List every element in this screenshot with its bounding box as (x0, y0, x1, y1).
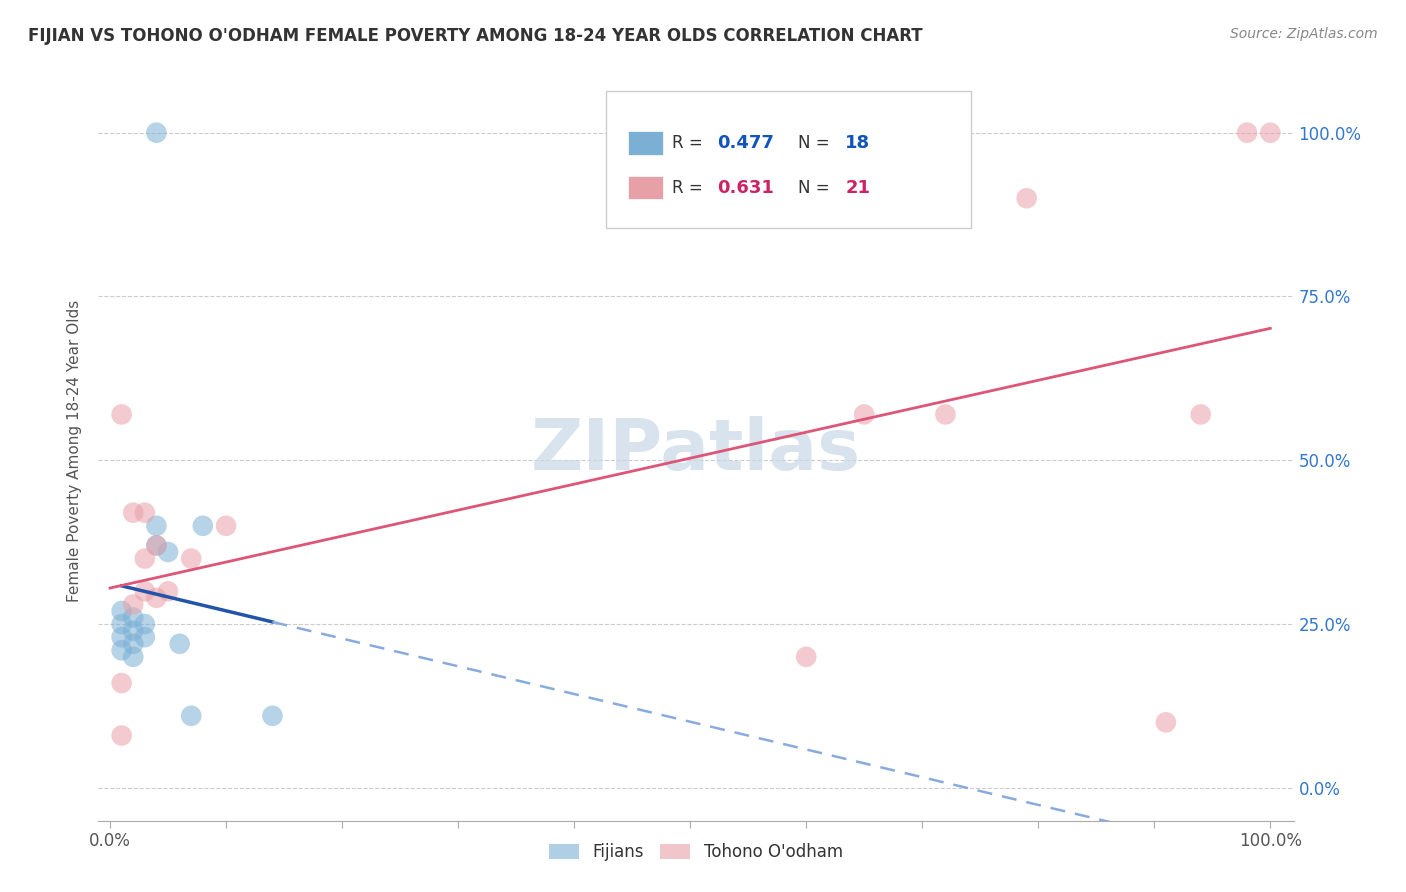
FancyBboxPatch shape (628, 176, 662, 200)
Point (122, 598, 145, 612)
Point (134, 506, 156, 520)
Text: 0.631: 0.631 (717, 178, 775, 196)
Legend: Fijians, Tohono O'odham: Fijians, Tohono O'odham (543, 837, 849, 868)
Point (111, 604, 134, 618)
Point (134, 551, 156, 566)
Text: 21: 21 (845, 178, 870, 196)
Point (122, 649, 145, 664)
FancyBboxPatch shape (606, 91, 972, 228)
Text: 0.477: 0.477 (717, 134, 775, 153)
Point (157, 584, 180, 599)
Text: R =: R = (672, 134, 709, 153)
Point (111, 630, 134, 644)
Point (122, 637, 145, 651)
FancyBboxPatch shape (628, 131, 662, 155)
Point (191, 518, 214, 533)
Text: R =: R = (672, 178, 709, 196)
Text: FIJIAN VS TOHONO O'ODHAM FEMALE POVERTY AMONG 18-24 YEAR OLDS CORRELATION CHART: FIJIAN VS TOHONO O'ODHAM FEMALE POVERTY … (28, 27, 922, 45)
Point (122, 610, 145, 624)
Point (180, 551, 202, 566)
Point (145, 518, 167, 533)
Point (145, 539, 167, 553)
Text: Source: ZipAtlas.com: Source: ZipAtlas.com (1230, 27, 1378, 41)
Point (145, 126, 167, 140)
Point (145, 539, 167, 553)
Text: N =: N = (797, 178, 834, 196)
Point (1236, 126, 1258, 140)
Point (111, 617, 134, 632)
Point (794, 649, 817, 664)
Point (1258, 126, 1281, 140)
Point (934, 408, 956, 422)
Point (111, 643, 134, 657)
Point (134, 584, 156, 599)
Point (169, 637, 191, 651)
Point (122, 624, 145, 638)
Point (111, 408, 134, 422)
Point (1015, 191, 1038, 205)
Point (134, 630, 156, 644)
Text: 18: 18 (845, 134, 870, 153)
Point (111, 729, 134, 743)
Point (262, 708, 284, 723)
Point (145, 591, 167, 605)
Point (215, 518, 238, 533)
Point (180, 708, 202, 723)
Point (122, 506, 145, 520)
Point (1189, 408, 1212, 422)
Text: ZIPatlas: ZIPatlas (531, 416, 860, 485)
Text: N =: N = (797, 134, 834, 153)
Point (157, 545, 180, 559)
Point (1154, 715, 1177, 730)
Point (853, 408, 876, 422)
Y-axis label: Female Poverty Among 18-24 Year Olds: Female Poverty Among 18-24 Year Olds (67, 300, 83, 601)
Point (111, 676, 134, 690)
Point (134, 617, 156, 632)
